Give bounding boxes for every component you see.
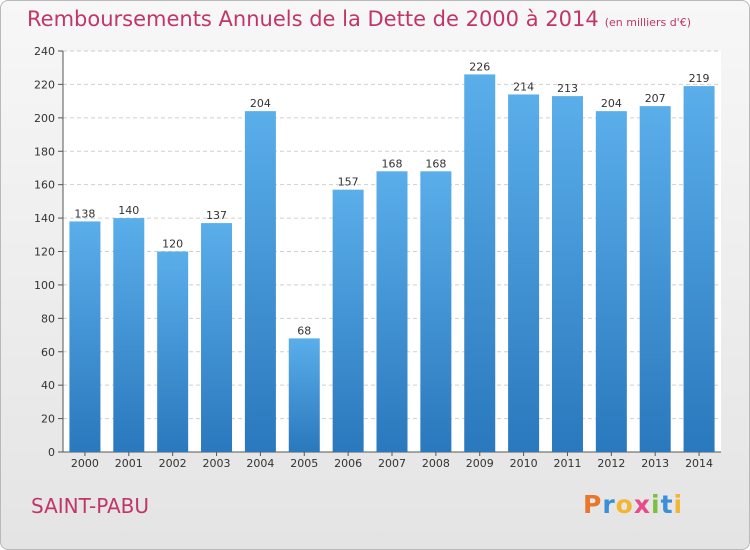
- x-tick-label-2012: 2012: [597, 457, 625, 470]
- bar-2011: [551, 96, 583, 453]
- logo-letter: o: [615, 490, 634, 519]
- x-tick-label-2004: 2004: [246, 457, 274, 470]
- value-label-2003: 137: [206, 209, 227, 222]
- logo-letter: P: [583, 490, 603, 519]
- y-tick-label: 0: [48, 446, 55, 459]
- x-tick-label-2011: 2011: [553, 457, 581, 470]
- commune-name: SAINT-PABU: [31, 494, 150, 518]
- y-tick-label: 160: [34, 179, 55, 192]
- bar-2006: [332, 189, 364, 452]
- value-label-2002: 120: [162, 238, 183, 251]
- logo-letter: r: [602, 490, 616, 519]
- x-tick-label-2006: 2006: [334, 457, 362, 470]
- value-label-2004: 204: [250, 97, 271, 110]
- x-tick-label-2005: 2005: [290, 457, 318, 470]
- value-label-2006: 157: [338, 176, 359, 189]
- logo-letter: i: [673, 490, 684, 519]
- bar-2012: [595, 111, 627, 453]
- value-label-2012: 204: [601, 97, 622, 110]
- bar-2003: [201, 223, 233, 452]
- y-tick-labels: 0 20 40 60 80 100 120 140 160 180 200 220 240: [34, 45, 55, 459]
- bar-2010: [508, 94, 540, 453]
- x-tick-label-2003: 2003: [203, 457, 231, 470]
- x-tick-label-2002: 2002: [159, 457, 187, 470]
- value-label-2014: 219: [689, 72, 710, 85]
- bar-2009: [464, 74, 496, 453]
- y-tick-label: 220: [34, 78, 55, 91]
- value-label-2011: 213: [557, 82, 578, 95]
- x-tick-label-2008: 2008: [422, 457, 450, 470]
- value-label-2007: 168: [382, 157, 403, 170]
- proxiti-logo: Proxiti: [583, 490, 683, 519]
- y-tick-label: 120: [34, 246, 55, 259]
- y-tick-label: 140: [34, 212, 55, 225]
- x-tick-labels: 2000 2001 2002 2003 2004 2005 2006 2007 2008 2009…: [71, 457, 713, 470]
- y-tick-label: 40: [41, 379, 55, 392]
- value-label-2010: 214: [513, 80, 534, 93]
- x-tick-label-2001: 2001: [115, 457, 143, 470]
- bars: [69, 74, 715, 453]
- bar-2004: [244, 111, 276, 453]
- logo-letter: i: [651, 490, 661, 519]
- bar-2007: [376, 171, 408, 453]
- value-label-2001: 140: [118, 204, 139, 217]
- y-tick-label: 200: [34, 112, 55, 125]
- logo-letter: t: [660, 490, 674, 519]
- x-tick-label-2009: 2009: [466, 457, 494, 470]
- logo-letter: x: [633, 490, 651, 519]
- y-tick-label: 60: [41, 346, 55, 359]
- value-label-2000: 138: [74, 207, 95, 220]
- x-tick-label-2010: 2010: [510, 457, 538, 470]
- value-label-2008: 168: [425, 157, 446, 170]
- x-tick-label-2014: 2014: [685, 457, 713, 470]
- value-label-2009: 226: [469, 60, 490, 73]
- value-label-2013: 207: [645, 92, 666, 105]
- y-tick-label: 100: [34, 279, 55, 292]
- bar-2005: [288, 338, 320, 452]
- y-tick-label: 80: [41, 312, 55, 325]
- chart-title-text: Remboursements Annuels de la Dette de 20…: [27, 7, 599, 31]
- x-tick-label-2000: 2000: [71, 457, 99, 470]
- bar-2002: [157, 251, 189, 452]
- chart-title: Remboursements Annuels de la Dette de 20…: [27, 7, 691, 31]
- x-tick-label-2013: 2013: [641, 457, 669, 470]
- value-label-2005: 68: [297, 324, 311, 337]
- bar-2000: [69, 221, 101, 452]
- bar-2013: [639, 106, 671, 452]
- y-tick-label: 180: [34, 145, 55, 158]
- bar-2008: [420, 171, 452, 453]
- value-labels: 138 140 120 137 204 68 157 168 168 226 214 213 204 20…: [74, 60, 709, 337]
- bar-2014: [683, 86, 715, 453]
- y-tick-label: 20: [41, 413, 55, 426]
- bar-2001: [113, 218, 145, 452]
- x-tick-label-2007: 2007: [378, 457, 406, 470]
- chart-subtitle: (en milliers d'€): [604, 16, 691, 29]
- y-tick-label: 240: [34, 45, 55, 58]
